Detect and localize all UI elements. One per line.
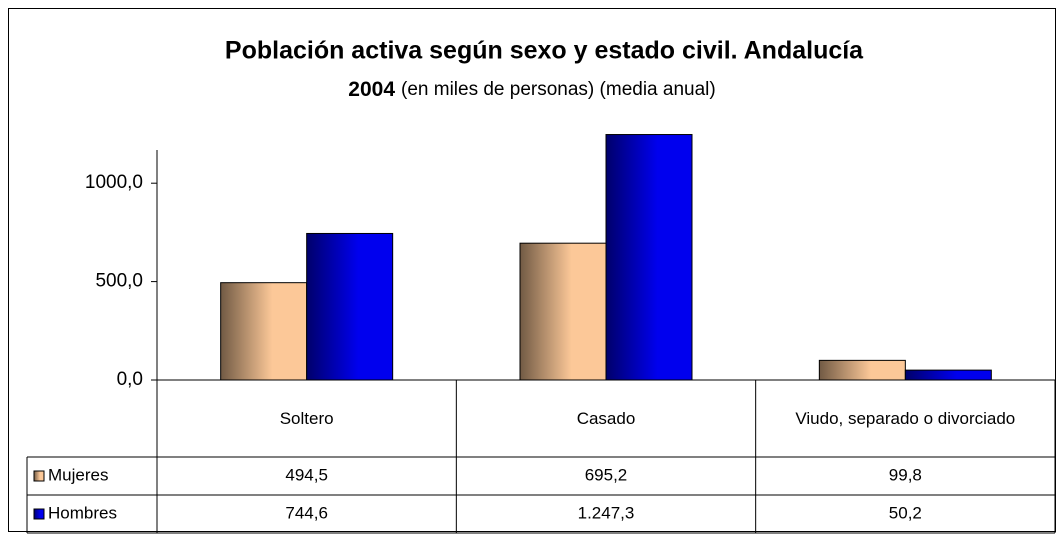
data-label: 695,2 (585, 465, 628, 484)
data-label: 99,8 (889, 465, 922, 484)
legend-label: Hombres (48, 503, 117, 522)
bar (818, 359, 906, 381)
x-tick-label: Viudo, separado o divorciado (795, 408, 1016, 428)
data-label: 1.247,3 (578, 503, 635, 522)
y-tick-label: 1000,0 (85, 172, 143, 193)
data-label: 50,2 (889, 503, 922, 522)
bar (904, 369, 992, 381)
data-label: 744,6 (285, 503, 328, 522)
chart-title: Población activa según sexo y estado civ… (225, 37, 864, 65)
chart-subtitle-line: 2004 (en miles de personas) (media anual) (348, 78, 715, 101)
title-year: 2004 (348, 78, 395, 101)
x-tick-cell: Viudo, separado o divorciado (795, 408, 1016, 428)
data-label: 494,5 (285, 465, 328, 484)
chart-subtitle: (en miles de personas) (media anual) (401, 79, 716, 100)
x-tick-cell: Soltero (279, 408, 334, 428)
x-tick-cell: Casado (576, 408, 636, 428)
y-tick-label: 0,0 (117, 369, 143, 390)
bar (220, 282, 308, 381)
bar (306, 232, 394, 381)
bar (605, 134, 693, 381)
legend-label: Mujeres (48, 465, 108, 484)
x-tick-label: Casado (576, 408, 636, 428)
bar (519, 242, 607, 381)
x-tick-label: Soltero (279, 408, 334, 428)
legend-key (33, 508, 45, 520)
y-tick-label: 500,0 (95, 271, 143, 292)
legend-key (33, 470, 45, 482)
